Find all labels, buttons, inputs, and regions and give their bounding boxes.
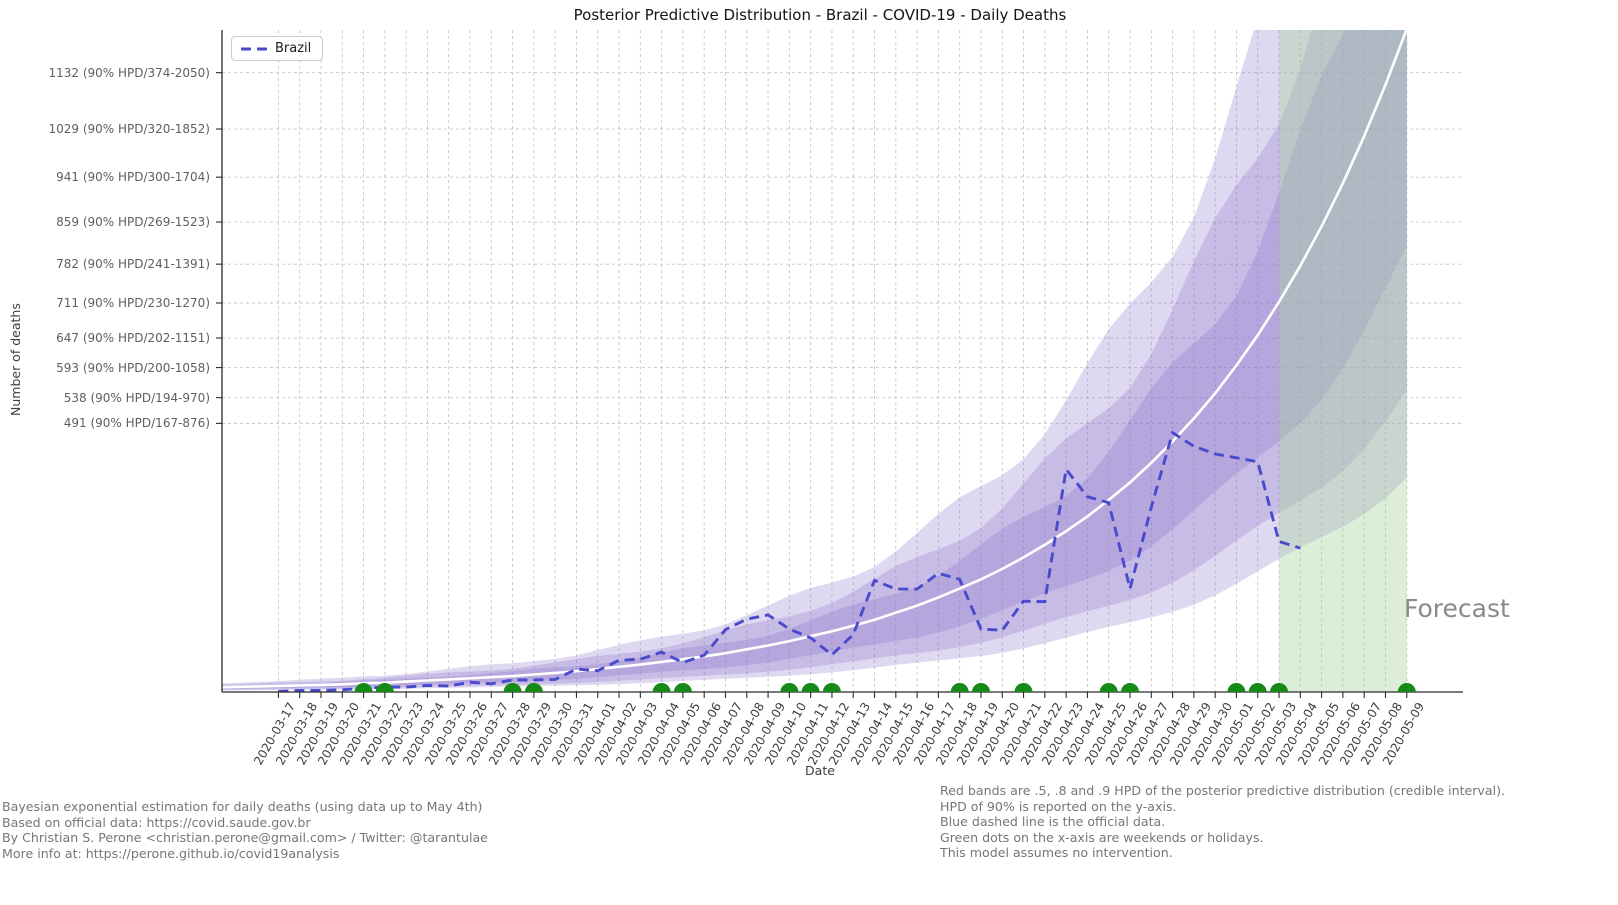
weekend-dot bbox=[1397, 683, 1416, 692]
weekend-dot bbox=[673, 683, 692, 692]
y-tick-label: 859 (90% HPD/269-1523) bbox=[56, 215, 210, 230]
weekend-dot bbox=[524, 683, 543, 692]
legend-label: Brazil bbox=[275, 41, 312, 56]
footer-line: More info at: https://perone.github.io/c… bbox=[2, 845, 340, 861]
gridlines bbox=[222, 30, 1463, 692]
weekend-dot bbox=[375, 683, 394, 692]
y-tick-label: 1132 (90% HPD/374-2050) bbox=[48, 65, 210, 80]
weekend-dot bbox=[1099, 683, 1118, 692]
footer-notes: Red bands are .5, .8 and .9 HPD of the p… bbox=[940, 783, 1505, 861]
legend-dashed-line-icon bbox=[241, 47, 267, 50]
footer-line: This model assumes no intervention. bbox=[940, 845, 1173, 861]
footer-line: By Christian S. Perone <christian.perone… bbox=[2, 830, 488, 846]
hpd-band-0.8 bbox=[222, 30, 1407, 690]
x-axis-label: Date bbox=[805, 763, 835, 778]
hpd-band-0.5 bbox=[222, 30, 1407, 689]
hpd-band-0.9 bbox=[222, 30, 1407, 691]
footer-line: Red bands are .5, .8 and .9 HPD of the p… bbox=[940, 783, 1506, 798]
y-tick-label: 593 (90% HPD/200-1058) bbox=[56, 360, 210, 375]
legend: Brazil bbox=[231, 36, 324, 61]
forecast-region bbox=[1279, 30, 1407, 692]
y-tick-label: 647 (90% HPD/202-1151) bbox=[56, 331, 210, 346]
y-tick-label: 491 (90% HPD/167-876) bbox=[63, 416, 210, 431]
weekend-dot bbox=[780, 683, 799, 692]
median-line bbox=[222, 30, 1408, 689]
weekend-dot bbox=[1248, 683, 1267, 692]
weekend-dot bbox=[801, 683, 820, 692]
y-tick-label: 1029 (90% HPD/320-1852) bbox=[48, 122, 210, 137]
footer-credits: Bayesian exponential estimation for dail… bbox=[2, 799, 488, 861]
footer-line: Green dots on the x-axis are weekends or… bbox=[940, 829, 1264, 845]
footer-line: Based on official data: https://covid.sa… bbox=[2, 814, 311, 830]
footer-line: HPD of 90% is reported on the y-axis. bbox=[940, 798, 1177, 814]
footer-line: Blue dashed line is the official data. bbox=[940, 814, 1166, 830]
weekend-dot bbox=[1121, 683, 1139, 692]
weekend-holiday-dots bbox=[354, 683, 1416, 692]
chart-title: Posterior Predictive Distribution - Braz… bbox=[573, 6, 1067, 24]
weekend-dot bbox=[822, 683, 841, 692]
weekend-dot bbox=[503, 683, 522, 692]
weekend-dot bbox=[1227, 683, 1246, 692]
y-tick-label: 538 (90% HPD/194-970) bbox=[63, 390, 210, 405]
y-tick-label: 711 (90% HPD/230-1270) bbox=[56, 296, 210, 310]
y-tick-label: 941 (90% HPD/300-1704) bbox=[56, 170, 210, 185]
weekend-dot bbox=[972, 683, 990, 692]
hpd-bands bbox=[222, 30, 1407, 691]
forecast-annotation: Forecast bbox=[1404, 594, 1510, 623]
y-tick-label: 782 (90% HPD/241-1391) bbox=[56, 257, 210, 272]
weekend-dot bbox=[1270, 683, 1288, 692]
weekend-dot bbox=[950, 683, 969, 692]
footer-line: Bayesian exponential estimation for dail… bbox=[2, 799, 483, 814]
weekend-dot bbox=[652, 683, 671, 692]
weekend-dot bbox=[1014, 683, 1033, 692]
weekend-dot bbox=[354, 683, 373, 692]
tick-marks bbox=[216, 72, 1408, 698]
